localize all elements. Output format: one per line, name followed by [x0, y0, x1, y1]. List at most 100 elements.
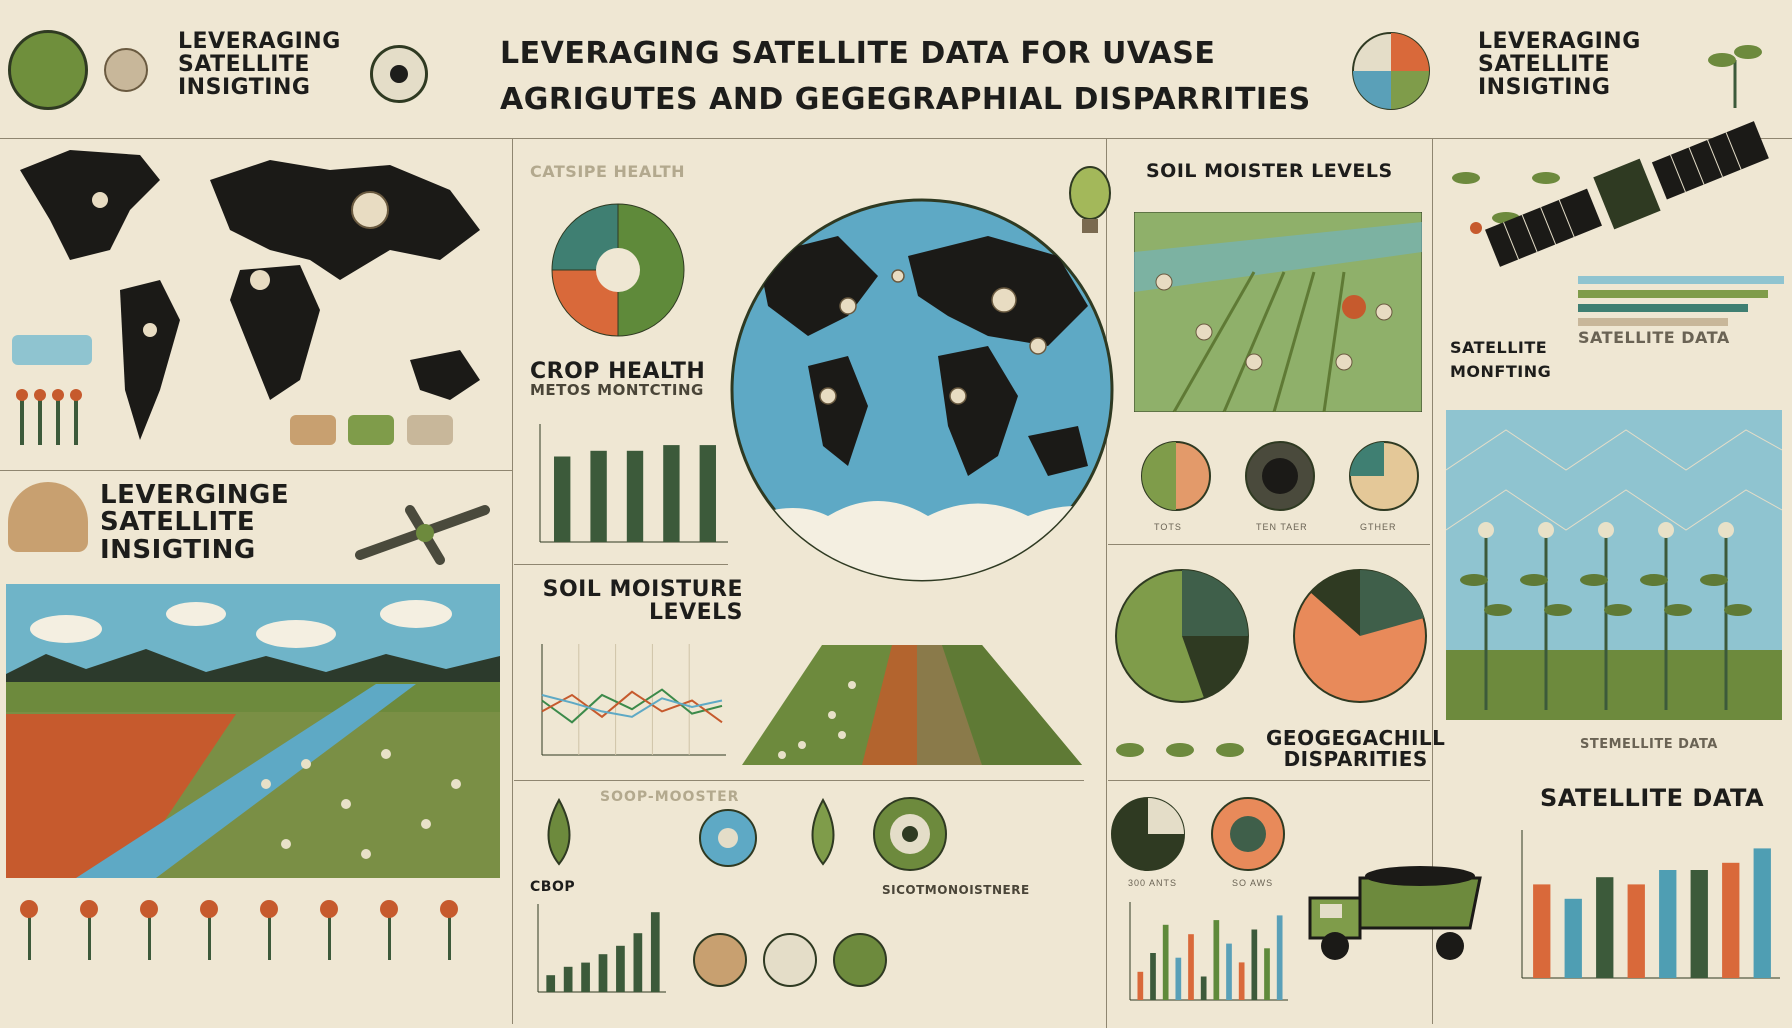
chart-bar: [699, 445, 716, 542]
soil-moisture-title-l2: LEVELS: [649, 600, 743, 626]
small-pie-label-1: TOTS: [1154, 522, 1182, 532]
header-right-title-l2: SATELLITE: [1478, 52, 1610, 78]
crop-health-faded-label: CATSIPE HEALTH: [530, 162, 686, 181]
crop-health-pie: [548, 200, 688, 340]
pie-slice: [551, 203, 619, 271]
chart-bar: [1150, 953, 1156, 1000]
crop-health-title-text: CROP HEALTH: [530, 359, 706, 384]
small-pie-label-2: TEN TAER: [1256, 522, 1308, 532]
water-drop-icon-2: [800, 798, 846, 868]
plant-icons-row: [14, 380, 94, 450]
bottom-faded-label: SOOP-MOOSTER: [600, 789, 740, 805]
bottom-left-label: CBOP: [530, 879, 576, 895]
left-panel-title: LEVERGINGE SATELLITE INSIGTING: [100, 480, 290, 565]
satellite-monitoring-label: SATELLITE MONFTING: [1450, 336, 1551, 384]
soil-moisture-title-l1: SOIL MOISTURE: [542, 577, 743, 602]
header-right-title-l1: LEVERAGING: [1478, 29, 1641, 54]
soil-moisture-title: SOIL MOISTURE LEVELS: [528, 578, 743, 624]
chart-bar: [563, 966, 573, 992]
soil-map-scene: [1134, 212, 1422, 412]
field-perspective-scene: [742, 635, 1082, 770]
satellite-monitoring-l1: SATELLITE: [1450, 338, 1548, 357]
chart-bar: [1659, 870, 1677, 978]
donut-label-2: SO AWS: [1232, 878, 1274, 888]
crop-health-subtitle: METOS MONTCTING: [530, 381, 704, 400]
left-panel-title-l2: SATELLITE: [100, 507, 256, 538]
chart-bar: [1276, 915, 1283, 1000]
map-bottom-tokens: [290, 415, 500, 451]
target-circle-icon: [870, 794, 950, 874]
geo-disparities-l2: DISPARITIES: [1283, 747, 1428, 771]
satellite-icon: [1460, 94, 1792, 284]
left-panel-title-l3: INSIGTING: [100, 534, 256, 565]
header-right-title-l3: INSIGTING: [1478, 75, 1611, 101]
chart-bar: [1162, 924, 1169, 1000]
pie-slice: [617, 203, 685, 337]
crop-health-bars: [530, 420, 730, 550]
chart-bar: [554, 456, 571, 542]
chart-bar: [598, 954, 608, 992]
left-panel-title-l1: LEVERGINGE: [100, 480, 290, 510]
chart-bar: [1690, 870, 1708, 978]
chart-bar: [616, 945, 625, 992]
crop-health-title: CROP HEALTH METOS MONTCTING: [530, 360, 705, 399]
donut-pies: [1110, 796, 1290, 872]
chart-bar: [1137, 971, 1144, 1000]
large-pies-row: [1114, 568, 1434, 708]
chart-series-line: [541, 690, 723, 724]
growth-bar-chart: [528, 900, 668, 1000]
header-left-title: LEVERAGING SATELLITE INSIGTING: [178, 30, 341, 99]
sprout-icons: [1110, 720, 1260, 780]
satellite-data-title: SATELLITE DATA: [1540, 784, 1765, 812]
landscape-scene: [6, 584, 500, 878]
header-pie-icon: [1350, 30, 1432, 112]
satellite-monitoring-l2: MONFTING: [1450, 362, 1552, 381]
chart-bar: [1213, 920, 1220, 1000]
flower-row: [10, 895, 500, 965]
header-small-icons: [96, 40, 156, 100]
bottom-mid-label: SICOTMONOISTNERE: [882, 883, 1030, 897]
crop-field-scene: [1446, 410, 1782, 720]
chart-bar: [1564, 898, 1582, 978]
chart-bar: [1533, 884, 1551, 978]
small-pie-label-3: GTHER: [1360, 522, 1397, 532]
chart-bar: [590, 450, 607, 542]
chart-bar: [581, 962, 590, 992]
satellite-eye-icon: [370, 45, 428, 103]
pie-center: [596, 248, 640, 292]
left-panel-icon: [8, 482, 88, 552]
chart-bar: [650, 912, 660, 992]
satellite-data-bar-chart: [1512, 826, 1782, 986]
header-logo-circle: [8, 30, 88, 110]
gauge-icon: [696, 806, 760, 870]
chart-bar: [1627, 884, 1645, 978]
plant-sprout-icon: [1690, 30, 1780, 110]
swirl-icons: [690, 920, 890, 1000]
chart-series-line: [541, 694, 723, 718]
dump-truck-icon: [1300, 858, 1490, 968]
page-title-line2: AGRIGUTES AND GEGEGRAPHIAL DISPARRITIES: [500, 81, 1311, 117]
soil-moisture-line-chart: [530, 640, 730, 765]
header-left-title-l1: LEVERAGING: [178, 29, 341, 54]
drone-icon: [350, 500, 495, 570]
disparity-bar-chart: [1120, 898, 1290, 1008]
globe: [728, 196, 1116, 584]
chart-bar: [1753, 848, 1771, 978]
chart-bar: [1175, 957, 1182, 1000]
chart-bar: [1596, 877, 1614, 978]
chart-series-line: [541, 688, 723, 724]
chart-bar: [1251, 929, 1258, 1000]
satellite-data-faded-label-2: STEMELLITE DATA: [1580, 737, 1718, 752]
header-right-title: LEVERAGING SATELLITE INSIGTING: [1478, 30, 1641, 99]
small-pies-row: [1140, 440, 1420, 512]
geo-disparities-l1: GEOGEGACHILL: [1266, 726, 1446, 750]
chart-bar: [633, 933, 643, 992]
pie-slice: [551, 269, 619, 337]
satellite-data-strips: [1578, 276, 1784, 330]
chart-bar: [1226, 943, 1232, 1000]
donut-label-1: 300 ANTS: [1128, 878, 1178, 888]
soil-moister-title: SOIL MOISTER LEVELS: [1146, 160, 1393, 182]
geo-disparities-title: GEOGEGACHILL DISPARITIES: [1266, 728, 1445, 770]
satellite-data-faded-label: SATELLITE DATA: [1578, 328, 1730, 347]
world-map: [10, 140, 510, 460]
